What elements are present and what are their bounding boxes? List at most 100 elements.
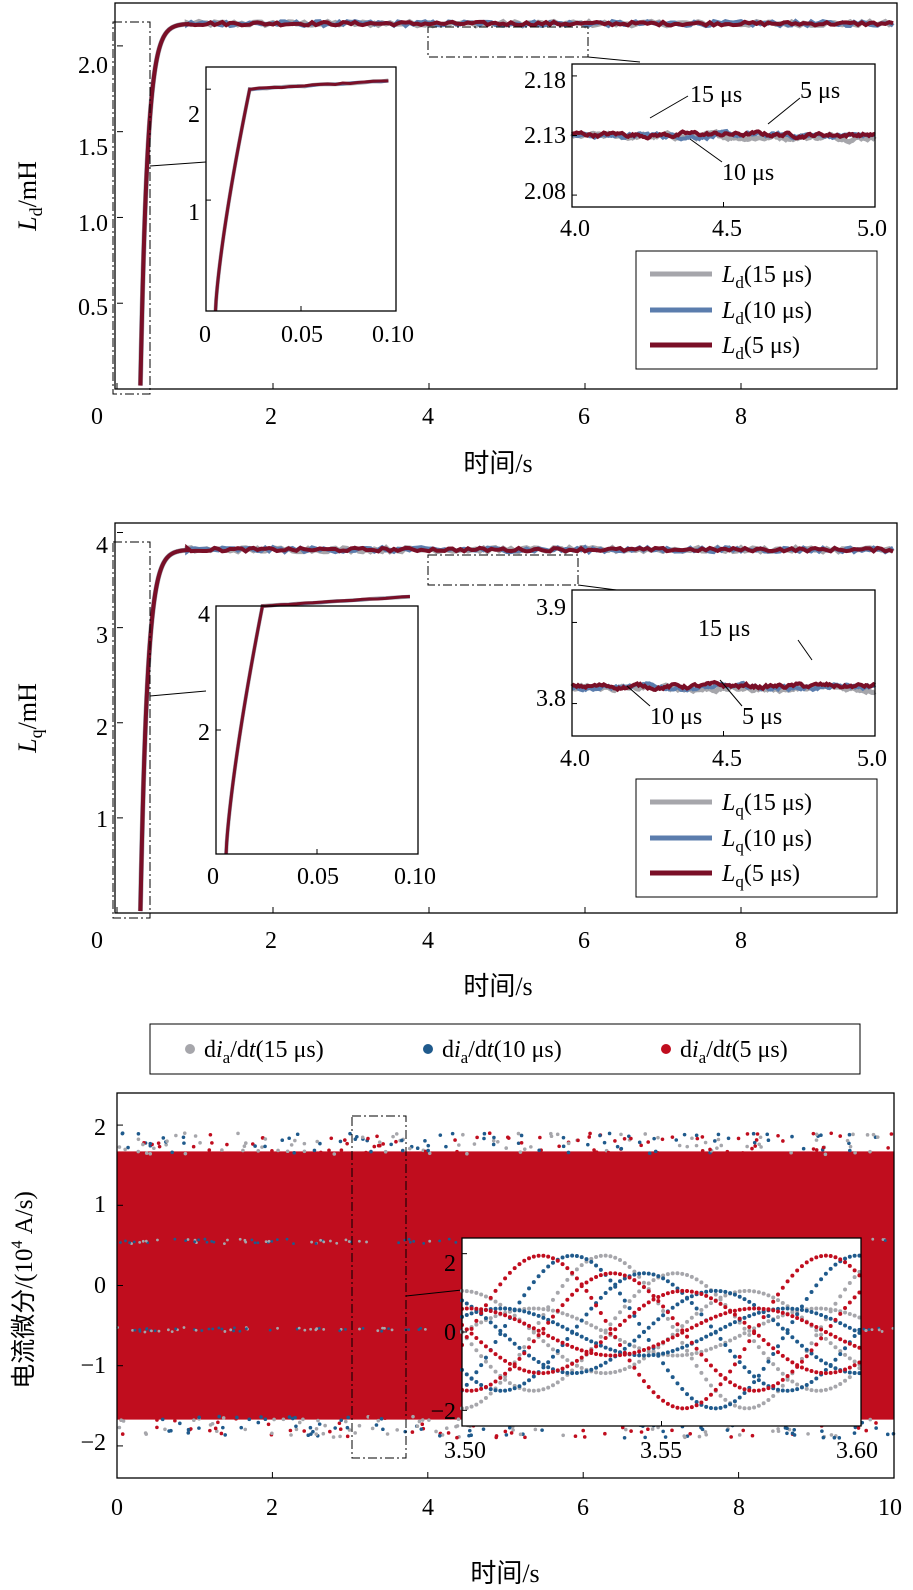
didt-inset-point xyxy=(469,1289,474,1294)
didt-inset-point xyxy=(699,1370,704,1375)
didt-inset-point xyxy=(689,1315,694,1320)
didt-inset-point xyxy=(823,1330,828,1335)
didt-point xyxy=(357,1423,362,1428)
didt-inset-point xyxy=(608,1326,613,1331)
didt-inset-point xyxy=(718,1289,723,1294)
didt-inset-point xyxy=(699,1400,704,1405)
didt-inset-point xyxy=(527,1323,532,1328)
didt-point xyxy=(306,1433,311,1438)
didt-inset-point xyxy=(737,1385,742,1390)
didt-inset-point xyxy=(522,1309,527,1314)
didt-inset-point xyxy=(694,1339,699,1344)
didt-point xyxy=(467,1428,472,1433)
didt-point xyxy=(242,1144,247,1149)
didt-inset-point xyxy=(680,1340,685,1345)
didt-inset-point xyxy=(589,1277,594,1282)
didt-inset-point xyxy=(780,1306,785,1311)
didt-point xyxy=(381,1427,385,1432)
didt-point xyxy=(516,1131,521,1136)
didt-inset-point xyxy=(574,1324,579,1329)
didt-inset-point xyxy=(570,1371,575,1376)
didt-inset-point xyxy=(598,1267,603,1272)
didt-inset-point xyxy=(771,1308,776,1313)
didt-point xyxy=(157,1329,161,1333)
didt-point xyxy=(643,1132,648,1136)
didt-inset-point xyxy=(598,1340,603,1345)
didt-inset-point xyxy=(819,1254,824,1259)
didt-point xyxy=(197,1426,201,1430)
didt-inset-point xyxy=(708,1324,713,1329)
didt-point xyxy=(407,1328,411,1332)
lq-legend: Lq(15 μs) Lq(10 μs) Lq(5 μs) xyxy=(635,778,878,898)
didt-inset-point xyxy=(814,1325,819,1330)
didt-point xyxy=(663,1435,668,1439)
didt-inset-point xyxy=(742,1307,747,1312)
ld-inset-left-ytick-1: 2 xyxy=(188,102,200,128)
didt-point xyxy=(877,1328,881,1332)
didt-point xyxy=(170,1330,174,1334)
didt-inset-point xyxy=(565,1364,570,1369)
didt-inset-point xyxy=(742,1326,747,1331)
lq-ytick-0: 1 xyxy=(96,807,108,833)
didt-inset-point xyxy=(665,1272,670,1277)
didt-inset-point xyxy=(713,1288,718,1293)
didt-inset-point xyxy=(766,1398,771,1403)
didt-inset-point xyxy=(852,1313,857,1318)
didt-inset-point xyxy=(618,1279,623,1284)
didt-inset-point xyxy=(565,1266,570,1271)
didt-inset-point xyxy=(565,1370,570,1375)
didt-inset-point xyxy=(670,1324,675,1329)
didt-point xyxy=(576,1138,580,1143)
didt-inset-point xyxy=(646,1346,651,1351)
didt-inset-point xyxy=(670,1348,675,1353)
didt-point xyxy=(229,1328,233,1332)
didt-point xyxy=(412,1239,416,1243)
didt-point xyxy=(518,1150,523,1154)
didt-inset-point xyxy=(618,1323,623,1328)
didt-point xyxy=(661,1429,665,1434)
didt-inset-point xyxy=(843,1260,848,1265)
didt-point xyxy=(874,1421,878,1425)
ld-xtick-2: 2 xyxy=(265,404,277,430)
lq-xtick-6: 6 xyxy=(578,928,590,954)
didt-inset-point xyxy=(723,1342,728,1347)
didt-point xyxy=(811,1147,816,1151)
didt-inset-point xyxy=(632,1362,637,1367)
didt-inset-point xyxy=(531,1254,536,1259)
didt-inset-point xyxy=(723,1305,728,1310)
didt-point xyxy=(186,1431,191,1435)
didt-point xyxy=(260,1136,265,1140)
didt-point xyxy=(646,1140,650,1144)
didt-point xyxy=(503,1429,508,1434)
didt-point xyxy=(885,1432,890,1437)
didt-point xyxy=(847,1132,852,1137)
lq-inset-right-ticks xyxy=(571,621,876,736)
didt-inset-point xyxy=(507,1387,512,1392)
ld-inset-left-xtick-1: 0.05 xyxy=(281,322,323,348)
didt-inset-point xyxy=(708,1301,713,1306)
didt-legend-label-10us: dia/dt(10 μs) xyxy=(442,1037,562,1067)
didt-inset-point xyxy=(742,1347,747,1352)
didt-inset-point xyxy=(560,1370,565,1375)
didt-inset-point xyxy=(766,1342,771,1347)
didt-inset-point xyxy=(574,1346,579,1351)
didt-point xyxy=(302,1141,307,1146)
ld-zoom-box-left xyxy=(112,21,151,395)
ld-ticks xyxy=(116,45,742,389)
didt-inset-point xyxy=(785,1357,790,1362)
didt-point xyxy=(852,1431,857,1435)
didt-inset-point xyxy=(814,1328,819,1333)
didt-inset-point xyxy=(756,1310,761,1315)
didt-inset-point xyxy=(799,1385,804,1390)
didt-point xyxy=(674,1138,679,1142)
didt-inset-point xyxy=(479,1386,484,1391)
didt-inset-point xyxy=(627,1364,632,1369)
didt-point xyxy=(289,1143,294,1147)
didt-inset-point xyxy=(737,1405,742,1410)
didt-inset-point xyxy=(479,1320,484,1325)
didt-inset-point xyxy=(694,1351,699,1356)
didt-inset-point xyxy=(804,1386,809,1391)
didt-point xyxy=(280,1138,285,1142)
didt-inset-point xyxy=(809,1369,814,1374)
didt-point xyxy=(646,1427,650,1431)
